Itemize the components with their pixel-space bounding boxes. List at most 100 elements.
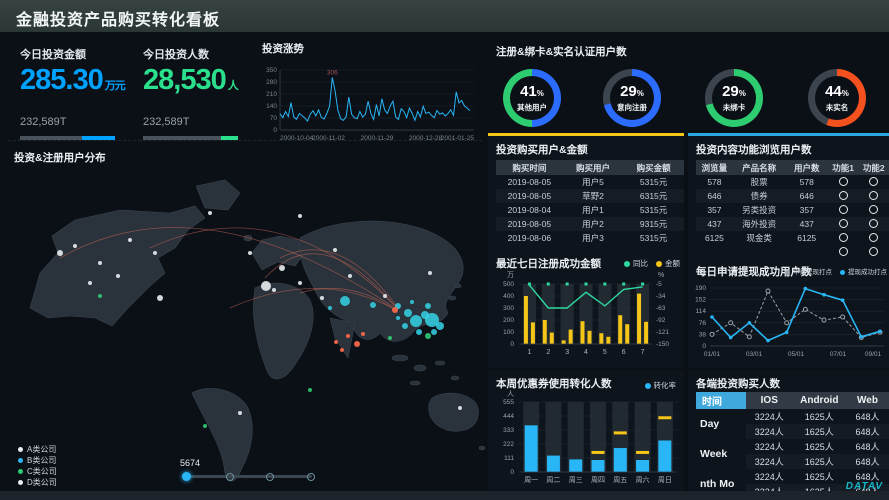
table-row: 437 海外投资 437 (696, 217, 889, 231)
kpi-people-unit: 人 (227, 80, 239, 92)
table-cell: 1625人 (804, 442, 834, 452)
radio-circle-icon[interactable] (869, 204, 879, 214)
svg-text:周五: 周五 (613, 476, 627, 484)
browse-table: 浏览量 产品名称 用户数 功能1 功能2 578 股票 578 646 债券 646 357 另类投资 3… (696, 160, 889, 259)
svg-text:周四: 周四 (591, 476, 605, 484)
kpi-amount-unit: 万元 (104, 80, 126, 92)
table-header-row: 购买时间 购买用户 购买金额 (496, 160, 684, 175)
register-chart-legend: 同比 金额 (616, 258, 680, 269)
svg-text:07/01: 07/01 (830, 351, 847, 358)
kpi-amount-sub: 232,589T (20, 116, 67, 128)
trend-title: 投资涨势 (262, 43, 304, 55)
map-legend: A类公司 B类公司 C类公司 D类公司 (18, 444, 57, 488)
table-cell: 3224人 (754, 442, 784, 452)
table-cell: 648人 (855, 442, 880, 452)
kpi-invest-people: 今日投资人数 28,530 人 232,589T (143, 46, 258, 140)
radio-circle-icon[interactable] (869, 190, 879, 200)
panel-invest-trend: 投资涨势 350 280 210 140 70 0 2000-10-04 2000-11-02… (256, 36, 482, 146)
svg-text:111: 111 (504, 455, 514, 462)
timeline-stop[interactable] (307, 472, 315, 481)
panel-register-donuts: 注册&绑卡&实名认证用户数 41% 其他用户 29% 意向注册 29% 未绑卡 44% 未实名 (492, 36, 889, 133)
timeline-stop[interactable] (266, 472, 274, 481)
radio-circle-icon[interactable] (838, 176, 848, 186)
timeline-value: 5674 (180, 458, 201, 468)
group-label: Day (700, 418, 720, 430)
table-cell: 6125 (704, 233, 724, 243)
svg-text:500: 500 (503, 281, 514, 288)
svg-text:0: 0 (273, 127, 277, 134)
radio-circle-icon[interactable] (869, 246, 879, 256)
radio-circle-icon[interactable] (838, 204, 848, 214)
table-cell: 578 (707, 177, 722, 187)
svg-text:周二: 周二 (546, 476, 560, 484)
kpi-amount-progress (20, 136, 115, 140)
continent-greenland (195, 179, 241, 211)
table-cell: 草野2 (562, 189, 624, 203)
top-bar: 金融投资产品购买转化看板 (0, 0, 889, 32)
table-cell: 2019-08-04 (507, 205, 552, 215)
svg-text:09/01: 09/01 (865, 351, 882, 358)
map-title: 投资&注册用户分布 (14, 152, 106, 164)
svg-text:%: % (658, 272, 664, 279)
legend-dot-icon (785, 269, 790, 275)
panel-purchase-table: 投资购买用户&金额 购买时间 购买用户 购买金额 2019-08-05 用户5 5315元… (488, 133, 684, 251)
svg-text:-63: -63 (656, 305, 666, 312)
table-cell: 2019-08-05 (496, 217, 563, 231)
panel-platform-table: 各端投资购买人数 时间 IOS Android Web Day 3224人 1625人 648… (688, 370, 889, 499)
table-cell: 用户1 (582, 205, 604, 215)
table-row: 646 债券 646 (696, 189, 889, 203)
svg-text:2000-11-02: 2000-11-02 (312, 135, 345, 142)
table-cell: 578 (799, 177, 814, 187)
donut-value: 29% (722, 83, 746, 100)
svg-text:周一: 周一 (524, 476, 538, 484)
svg-text:-5: -5 (656, 281, 662, 288)
svg-text:100: 100 (503, 329, 514, 336)
svg-text:190: 190 (695, 285, 706, 292)
table-cell: 另类投资 (742, 205, 777, 215)
table-row (696, 245, 889, 259)
page-title: 金融投资产品购买转化看板 (16, 12, 221, 29)
svg-text:03/01: 03/01 (746, 351, 763, 358)
feature2-cell (858, 189, 889, 203)
kpi-people-progress-fill (220, 136, 238, 140)
column-header: 购买时间 (496, 160, 563, 175)
radio-circle-icon[interactable] (838, 246, 848, 256)
table-cell: 1625人 (804, 472, 834, 482)
table-cell: 5315元 (639, 205, 668, 215)
svg-text:2000-11-29: 2000-11-29 (361, 135, 394, 142)
table-cell: 648人 (855, 412, 880, 422)
timeline-handle[interactable] (182, 472, 191, 481)
svg-text:3: 3 (565, 349, 569, 356)
feature1-cell (828, 203, 859, 217)
timeline-slider[interactable]: 5674 (178, 458, 323, 488)
group-label: Week (700, 448, 728, 460)
withdraw-line-chart: 190 152 114 76 38 001/01 03/01 05/01 07/01 09/01 (695, 285, 884, 358)
map-legend-item: A类公司 (18, 444, 57, 455)
continent-south-america (191, 388, 253, 482)
radio-circle-icon[interactable] (869, 232, 879, 242)
svg-text:-92: -92 (656, 317, 666, 324)
continent-north-america (29, 205, 206, 327)
radio-circle-icon[interactable] (838, 232, 848, 242)
svg-text:2: 2 (546, 349, 550, 356)
kpi-people-value: 28,530 人 (143, 64, 239, 96)
column-header: Android (792, 392, 847, 409)
donut-label: 其他用户 (517, 103, 547, 112)
table-cell: 1625人 (792, 454, 847, 469)
timeline-track[interactable] (186, 475, 312, 478)
purchase-table: 购买时间 购买用户 购买金额 2019-08-05 用户5 5315元 2019-08-05… (496, 160, 684, 245)
radio-circle-icon[interactable] (838, 190, 848, 200)
timeline-stop[interactable] (226, 472, 234, 481)
donut-gauge: 44% 未实名 (808, 69, 866, 127)
column-header: IOS (746, 392, 793, 409)
kpi-amount-progress-fill (81, 136, 115, 140)
radio-circle-icon[interactable] (838, 218, 848, 228)
svg-text:周日: 周日 (658, 476, 672, 484)
table-row: 2019-08-05 草野2 6315元 (496, 189, 684, 203)
legend-dot-icon (840, 269, 845, 275)
donut-value: 41% (520, 83, 544, 100)
svg-text:2000-12-28: 2000-12-28 (409, 135, 443, 142)
radio-circle-icon[interactable] (869, 218, 879, 228)
time-header-tab[interactable]: 时间 (696, 392, 747, 409)
radio-circle-icon[interactable] (869, 176, 879, 186)
